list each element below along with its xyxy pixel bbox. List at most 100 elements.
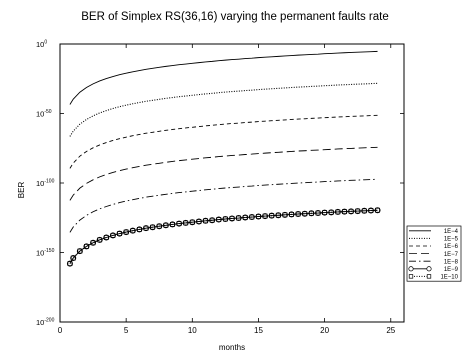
legend: 1E−4 1E−51E−6 1E−71E−8 1E−9 1E−10 bbox=[406, 225, 462, 282]
legend-label-1: 1E−4 bbox=[444, 229, 459, 235]
series-marker-square bbox=[103, 235, 109, 240]
series-marker-circle bbox=[255, 213, 262, 220]
series-marker-square bbox=[242, 215, 248, 220]
series-marker-circle bbox=[156, 223, 163, 230]
series-marker-square bbox=[222, 216, 228, 222]
x-tick-label: 5 bbox=[124, 326, 129, 335]
series-marker-square bbox=[176, 221, 182, 226]
series-marker-circle bbox=[321, 209, 328, 216]
series-marker-circle bbox=[195, 218, 202, 225]
legend-label-6: 1E−9 bbox=[444, 267, 459, 273]
series-marker-circle bbox=[348, 208, 355, 215]
series-marker-square bbox=[302, 211, 308, 217]
series-marker-circle bbox=[222, 216, 229, 223]
series-marker-square bbox=[123, 229, 129, 235]
series-marker-circle bbox=[242, 214, 249, 221]
series-marker-circle bbox=[374, 207, 381, 214]
series-marker-square bbox=[97, 237, 103, 243]
x-axis-label: months bbox=[219, 343, 245, 352]
series-marker-circle bbox=[341, 208, 348, 215]
legend-marker-square bbox=[426, 274, 432, 279]
series-marker-square bbox=[67, 261, 73, 267]
series-marker-square bbox=[216, 217, 222, 222]
series-marker-square bbox=[322, 210, 328, 216]
series-marker-square bbox=[229, 216, 235, 221]
series-marker-square bbox=[368, 208, 374, 213]
series-marker-circle bbox=[262, 213, 269, 220]
series-marker-square bbox=[170, 222, 175, 227]
series-marker-circle bbox=[367, 207, 374, 214]
series-marker-circle bbox=[169, 221, 176, 228]
y-tick-label: 100 bbox=[36, 40, 47, 50]
series-line-7 bbox=[69, 209, 378, 264]
series-marker-square bbox=[315, 210, 321, 216]
series-marker-circle bbox=[235, 215, 242, 222]
series-marker-circle bbox=[328, 209, 335, 216]
series-marker-square bbox=[203, 218, 208, 224]
series-line-4 bbox=[69, 146, 378, 201]
series-marker-circle bbox=[361, 207, 368, 214]
series-marker-circle bbox=[248, 214, 255, 221]
series-line-1 bbox=[69, 50, 378, 105]
series-marker-circle bbox=[149, 224, 156, 231]
legend-marker-circle bbox=[408, 266, 414, 272]
series-marker-circle bbox=[136, 226, 143, 233]
y-tick-label: 10-50 bbox=[36, 109, 52, 119]
series-marker-circle bbox=[275, 212, 282, 219]
series-line-5 bbox=[69, 178, 378, 233]
legend-marker-circle bbox=[426, 266, 432, 272]
series-marker-square bbox=[342, 209, 347, 215]
series-marker-circle bbox=[116, 230, 123, 237]
series-marker-circle bbox=[103, 234, 110, 241]
series-marker-square bbox=[256, 214, 261, 219]
series-marker-circle bbox=[281, 211, 288, 218]
x-tick-label: 25 bbox=[386, 326, 395, 335]
series-marker-square bbox=[289, 212, 294, 217]
series-marker-square bbox=[335, 209, 341, 215]
y-tick-label: 10-100 bbox=[36, 179, 55, 189]
series-marker-square bbox=[136, 227, 142, 232]
series-marker-square bbox=[262, 213, 268, 219]
series-marker-circle bbox=[189, 219, 196, 226]
series-line-3 bbox=[69, 114, 378, 169]
series-marker-circle bbox=[109, 232, 116, 239]
series-marker-circle bbox=[288, 211, 295, 218]
series-marker-circle bbox=[142, 225, 149, 232]
series-marker-circle bbox=[301, 210, 308, 217]
series-marker-square bbox=[84, 243, 89, 249]
series-marker-square bbox=[70, 255, 76, 261]
y-tick-label: 10-150 bbox=[36, 248, 55, 258]
x-tick-label: 10 bbox=[188, 326, 197, 335]
legend-label-5: 1E−8 bbox=[444, 259, 459, 265]
series-marker-circle bbox=[354, 208, 361, 215]
series-marker-square bbox=[163, 222, 169, 228]
series-marker-square bbox=[196, 219, 202, 224]
series-marker-square bbox=[90, 240, 96, 246]
series-marker-square bbox=[308, 210, 314, 216]
legend-label-3: 1E−6 bbox=[444, 244, 459, 250]
series-marker-circle bbox=[66, 260, 73, 267]
series-marker-circle bbox=[76, 248, 83, 255]
series-marker-square bbox=[348, 208, 354, 214]
series-marker-circle bbox=[314, 210, 321, 217]
series-marker-circle bbox=[268, 212, 275, 219]
x-tick-label: 15 bbox=[254, 326, 263, 335]
series-marker-circle bbox=[295, 210, 302, 217]
series-marker-square bbox=[236, 215, 242, 221]
series-marker-square bbox=[156, 223, 162, 229]
series-marker-square bbox=[183, 220, 189, 226]
series-marker-square bbox=[295, 211, 301, 217]
series-marker-square bbox=[328, 209, 334, 215]
series-marker-square bbox=[249, 214, 255, 220]
series-marker-square bbox=[361, 208, 367, 214]
series-marker-square bbox=[275, 212, 281, 218]
series-marker-square bbox=[77, 248, 83, 254]
series-marker-circle bbox=[96, 236, 103, 243]
series-line-2 bbox=[69, 82, 378, 137]
series-marker-square bbox=[130, 228, 136, 234]
series-marker-circle bbox=[70, 255, 77, 262]
series-marker-circle bbox=[162, 222, 169, 229]
series-marker-circle bbox=[209, 217, 216, 224]
series-marker-circle bbox=[228, 215, 235, 222]
